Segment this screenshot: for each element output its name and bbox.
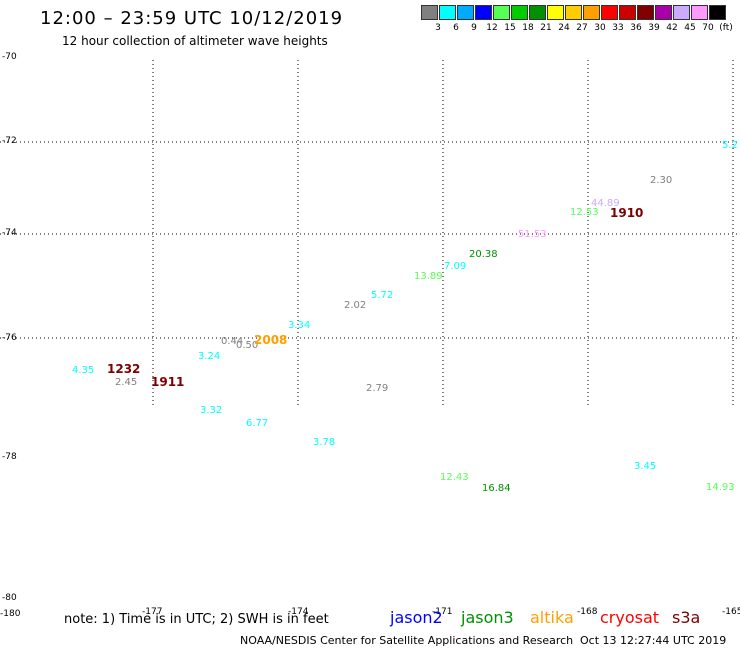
scale-swatch	[529, 5, 546, 20]
scale-swatch	[655, 5, 672, 20]
scale-swatch	[547, 5, 564, 20]
wave-height-value: 14.93	[706, 482, 735, 493]
pass-time-label: 2008	[254, 333, 288, 347]
scale-label: 3	[435, 23, 441, 33]
scale-swatch	[475, 5, 492, 20]
scale-label: 36	[630, 23, 642, 33]
satellite-legend-item: altika	[530, 608, 574, 627]
wave-height-value: 3.34	[288, 320, 311, 331]
scale-label: 15	[504, 23, 516, 33]
scale-swatch	[673, 5, 690, 20]
wave-height-value: 12.53	[570, 207, 599, 218]
longitude-label: -168	[577, 607, 598, 617]
scale-swatch	[637, 5, 654, 20]
wave-height-value: 2.30	[650, 175, 673, 186]
latitude-label: -74	[2, 228, 17, 238]
wave-height-value: 2.02	[344, 300, 367, 311]
wave-height-value: 3.32	[200, 405, 223, 416]
latitude-label: -80	[2, 593, 17, 603]
scale-label: 70	[702, 23, 714, 33]
satellite-legend-item: cryosat	[600, 608, 660, 627]
wave-height-value: 6.77	[246, 418, 269, 429]
wave-height-value: 2.45	[115, 377, 138, 388]
scale-swatch	[439, 5, 456, 20]
wave-height-value: 0.50	[236, 340, 259, 351]
scale-label: (ft)	[719, 23, 733, 33]
longitude-label: -177	[142, 607, 163, 617]
scale-label: 12	[486, 23, 498, 33]
latitude-label: -78	[2, 452, 17, 462]
scale-swatch	[565, 5, 582, 20]
scale-swatch	[709, 5, 726, 20]
longitude-label: -174	[288, 607, 309, 617]
scale-label: 39	[648, 23, 660, 33]
satellite-legend-item: s3a	[672, 608, 701, 627]
wave-height-value: 2.79	[366, 383, 389, 394]
wave-height-value: 4.35	[72, 365, 95, 376]
wave-height-value: 3.24	[198, 351, 221, 362]
wave-height-value: 16.84	[482, 483, 511, 494]
units-note: note: 1) Time is in UTC; 2) SWH is in fe…	[64, 612, 329, 627]
longitude-label: -165	[722, 607, 740, 617]
satellite-legend-item: jason3	[461, 608, 514, 627]
scale-swatch	[619, 5, 636, 20]
pass-time-label: 1911	[151, 375, 185, 389]
latitude-label: -72	[2, 136, 17, 146]
latitude-label: -70	[2, 52, 17, 62]
wave-height-value: 3.45	[634, 461, 657, 472]
pass-time-label: 1910	[610, 206, 644, 220]
wave-height-value: 5.2	[722, 140, 738, 151]
wave-height-value: 5.72	[371, 290, 394, 301]
footer-credit: NOAA/NESDIS Center for Satellite Applica…	[240, 634, 574, 647]
scale-label: 6	[453, 23, 459, 33]
satellite-legend-item: jason2	[390, 608, 443, 627]
scale-label: 21	[540, 23, 552, 33]
wave-height-value: 13.89	[414, 271, 443, 282]
longitude-label: -180	[0, 609, 21, 619]
wave-height-value: 3.78	[313, 437, 336, 448]
scale-label: 42	[666, 23, 678, 33]
scale-swatch	[601, 5, 618, 20]
latitude-label: -76	[2, 333, 17, 343]
scale-label: 9	[471, 23, 477, 33]
graticule	[0, 60, 740, 406]
scale-swatch	[691, 5, 708, 20]
wave-height-value: 7.09	[444, 261, 467, 272]
chart-subtitle: 12 hour collection of altimeter wave hei…	[62, 34, 328, 48]
chart-title: 12:00 – 23:59 UTC 10/12/2019	[40, 8, 344, 29]
scale-label: 33	[612, 23, 624, 33]
wave-height-value: 0.44	[221, 336, 244, 347]
scale-label: 24	[558, 23, 570, 33]
wave-height-value: 20.38	[469, 249, 498, 260]
longitude-label: -171	[432, 607, 453, 617]
scale-swatch	[421, 5, 438, 20]
scale-label: 27	[576, 23, 588, 33]
wave-height-value: 12.43	[440, 472, 469, 483]
footer-timestamp: Oct 13 12:27:44 UTC 2019	[580, 634, 727, 647]
scale-label: 30	[594, 23, 606, 33]
scale-label: 45	[684, 23, 696, 33]
scale-swatch	[457, 5, 474, 20]
pass-time-label: 1232	[107, 362, 141, 376]
scale-swatch	[511, 5, 528, 20]
wave-height-value: 51.53	[518, 229, 547, 240]
scale-label: 18	[522, 23, 534, 33]
wave-height-value: 44.89	[591, 198, 620, 209]
scale-swatch	[493, 5, 510, 20]
scale-swatch	[583, 5, 600, 20]
